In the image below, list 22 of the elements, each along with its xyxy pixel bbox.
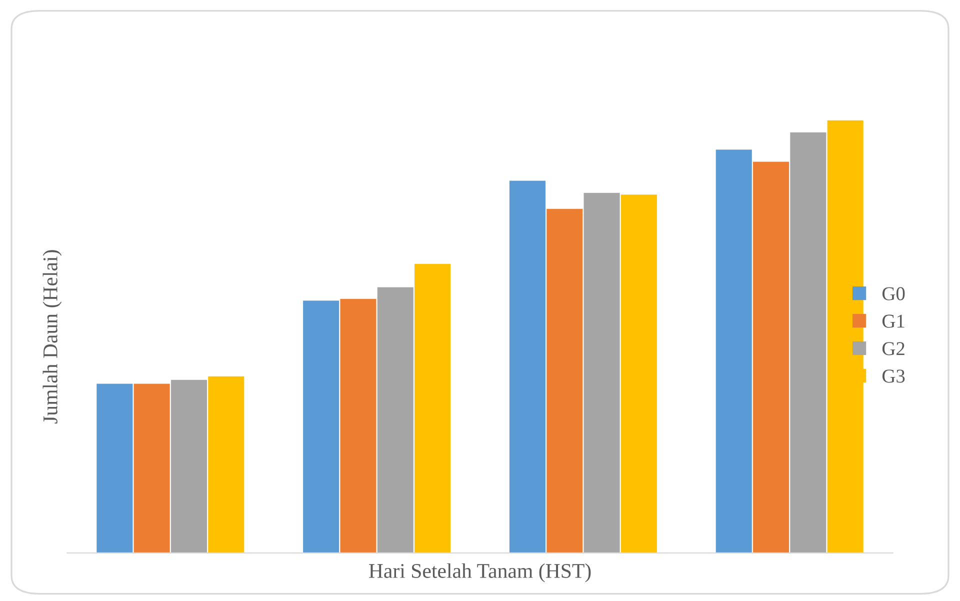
bar	[509, 180, 546, 553]
bar	[303, 300, 340, 553]
bar	[134, 384, 170, 553]
bar	[790, 132, 826, 553]
bar	[716, 150, 752, 553]
bar	[340, 298, 376, 553]
bar	[620, 194, 657, 553]
legend-label: G3	[882, 370, 905, 383]
legend-label: G0	[882, 287, 905, 300]
x-axis-title: Hari Setelah Tanam (HST)	[368, 563, 591, 582]
y-axis-title: Jumlah Daun (Helai)	[42, 250, 62, 424]
bar	[414, 264, 451, 553]
bar	[377, 287, 414, 553]
bar	[208, 376, 244, 553]
bar	[170, 380, 207, 553]
bar	[584, 192, 620, 553]
bar	[546, 208, 583, 553]
legend-label: G2	[882, 342, 904, 356]
bar	[827, 120, 864, 553]
bar	[753, 162, 790, 553]
legend-label: G1	[882, 314, 904, 328]
bar	[96, 384, 133, 553]
